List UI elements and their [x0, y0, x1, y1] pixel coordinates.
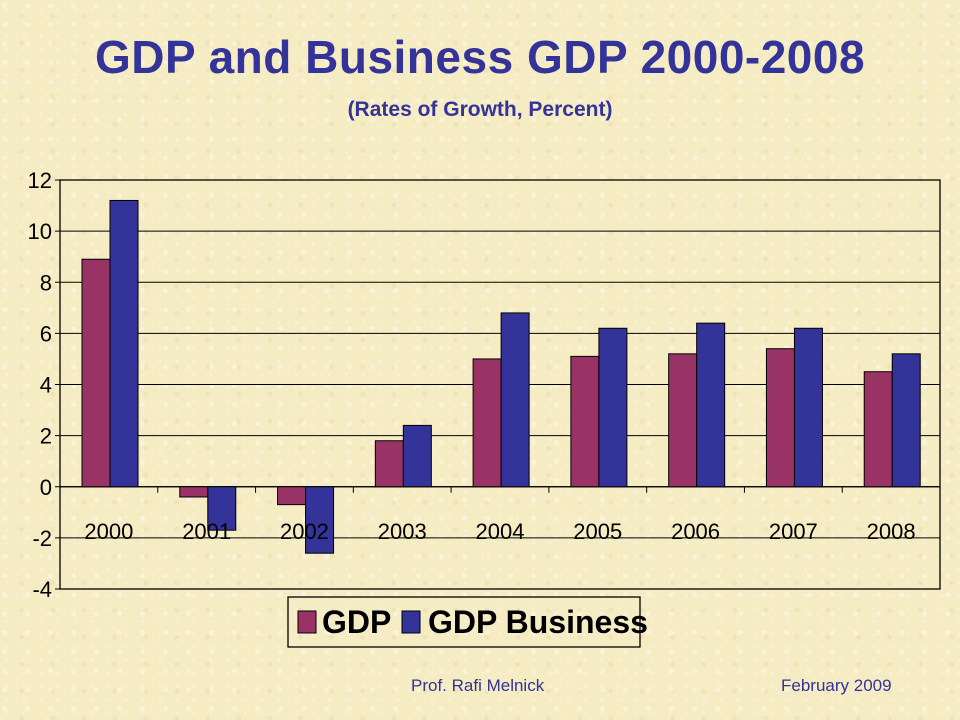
- legend-label-gdp-business: GDP Business: [428, 604, 648, 640]
- bar-gdp-2007: [765, 348, 795, 488]
- legend: [287, 596, 641, 648]
- footer-author: Prof. Rafi Melnick: [411, 676, 545, 695]
- bar-gdp-2008: [863, 371, 893, 488]
- y-tick-label: -4: [32, 577, 52, 602]
- x-tick-label: 2004: [476, 519, 525, 544]
- x-tick-label: 2002: [280, 519, 329, 544]
- bar-gdp-business-2000: [109, 199, 139, 488]
- x-tick-label: 2008: [867, 519, 916, 544]
- y-tick-label: 0: [40, 475, 52, 500]
- legend-swatch-gdp: [297, 610, 317, 634]
- bar-gdp-2006: [668, 353, 698, 488]
- y-tick-label: 12: [28, 168, 52, 193]
- legend-label-gdp: GDP: [322, 604, 391, 640]
- x-tick-label: 2006: [671, 519, 720, 544]
- footer-date: February 2009: [781, 676, 892, 695]
- bar-gdp-business-2003: [402, 424, 432, 488]
- x-tick-label: 2001: [182, 519, 231, 544]
- bar-gdp-business-2006: [696, 322, 726, 488]
- bar-gdp-2000: [81, 258, 111, 488]
- bar-gdp-business-2001: [207, 486, 237, 531]
- y-tick-label: -2: [32, 526, 52, 551]
- y-tick-label: 4: [40, 373, 52, 398]
- x-tick-label: 2005: [573, 519, 622, 544]
- bar-gdp-business-2004: [500, 312, 530, 488]
- chart-subtitle: (Rates of Growth, Percent): [347, 98, 613, 121]
- y-tick-label: 10: [28, 219, 52, 244]
- y-tick-label: 6: [40, 321, 52, 346]
- y-tick-label: 8: [40, 270, 52, 295]
- bar-gdp-2003: [374, 440, 404, 488]
- chart-title: GDP and Business GDP 2000-2008: [94, 31, 866, 83]
- x-tick-label: 2000: [84, 519, 133, 544]
- x-tick-label: 2003: [378, 519, 427, 544]
- bar-gdp-2004: [472, 358, 502, 488]
- bar-gdp-2001: [179, 486, 209, 498]
- bar-gdp-business-2008: [891, 353, 921, 488]
- bar-gdp-2005: [570, 355, 600, 488]
- bar-gdp-business-2007: [793, 327, 823, 488]
- bar-gdp-business-2002: [305, 486, 335, 554]
- legend-swatch-gdp-business: [401, 610, 421, 634]
- y-tick-label: 2: [40, 424, 52, 449]
- bar-gdp-2002: [277, 486, 307, 506]
- bar-gdp-business-2005: [598, 327, 628, 488]
- x-tick-label: 2007: [769, 519, 818, 544]
